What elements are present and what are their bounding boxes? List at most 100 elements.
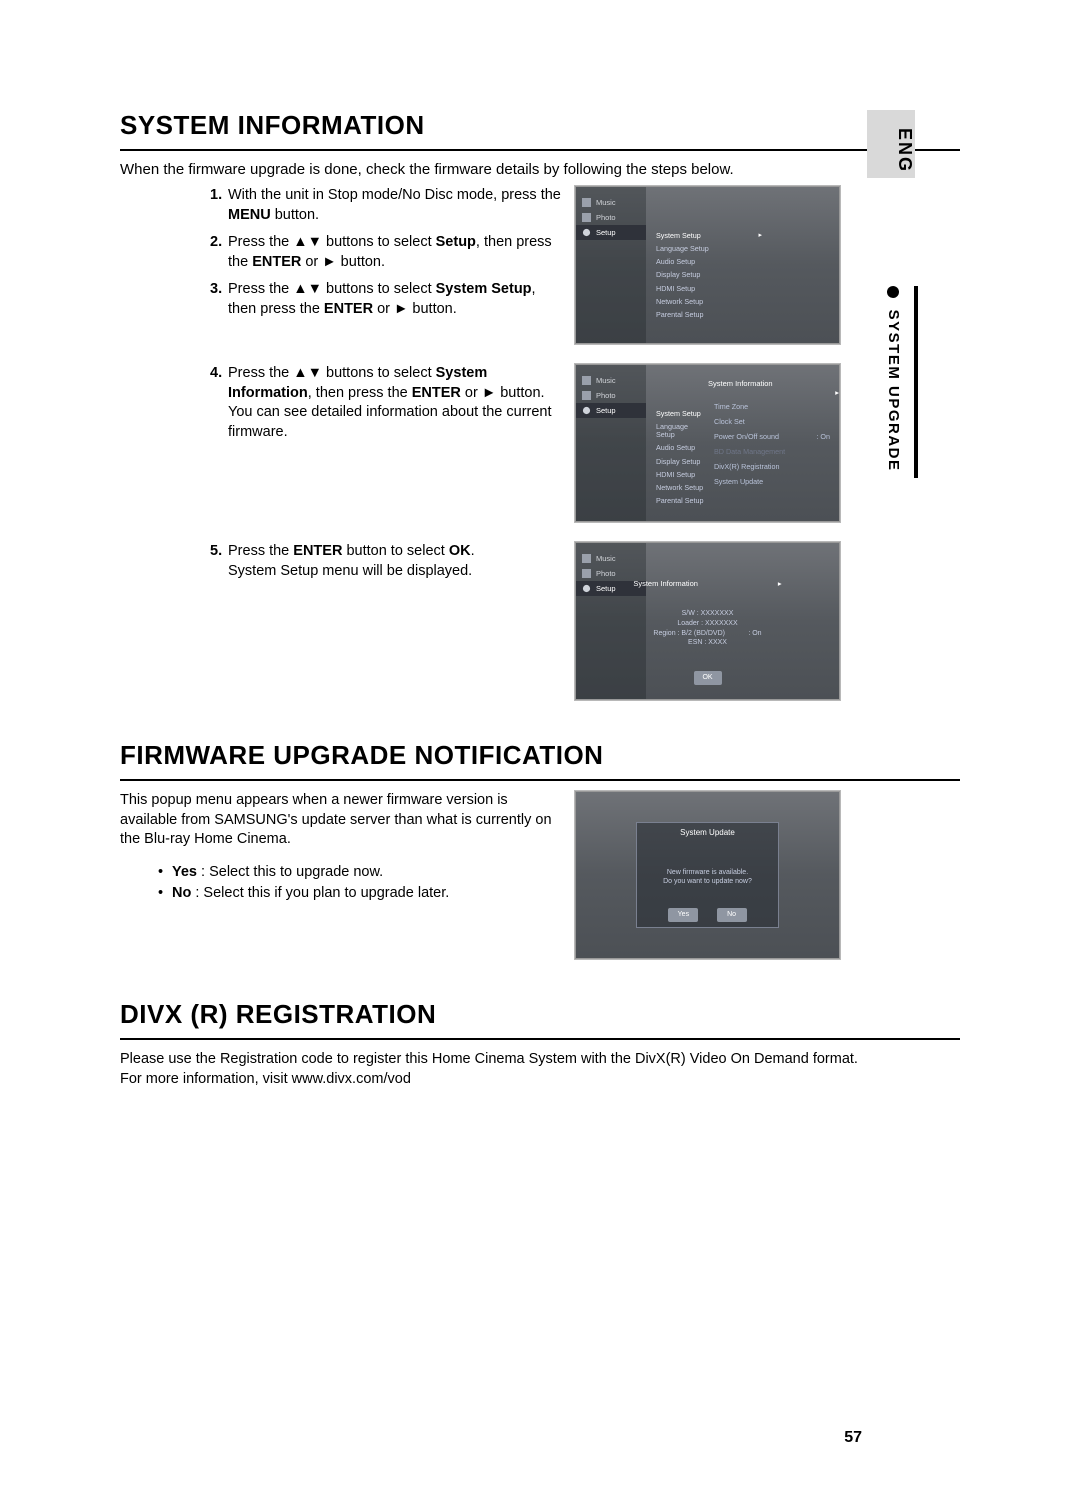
- t: OK: [449, 543, 471, 559]
- photo-icon: [582, 213, 591, 222]
- t: Region : B/2 (BD/DVD): [653, 630, 725, 637]
- step-5: 5. Press the ENTER button to select OK. …: [210, 542, 565, 581]
- screen-system-update: System Update New firmware is available.…: [575, 791, 840, 959]
- t: : On: [816, 432, 830, 441]
- t: DivX(R) Registration: [714, 462, 780, 471]
- t: Photo: [596, 213, 616, 222]
- opt-power-sound: Power On/Off sound: On: [708, 429, 836, 444]
- row-block-1: 1. With the unit in Stop mode/No Disc mo…: [120, 186, 960, 344]
- mi-language-setup: Language Setup: [650, 242, 768, 255]
- no-button[interactable]: No: [717, 908, 747, 922]
- t: Press the: [228, 281, 293, 297]
- setup-submenu: System Setup Language Setup Audio Setup …: [650, 407, 708, 508]
- side-bar: [914, 286, 918, 478]
- t: Press the: [228, 543, 293, 559]
- screen-setup-menu: Music Photo Setup System Setup Language …: [575, 186, 840, 344]
- mi-system-setup: System Setup: [650, 229, 768, 242]
- instruction-steps-3: 5. Press the ENTER button to select OK. …: [120, 542, 565, 581]
- mi-language-setup: Language Setup: [650, 420, 708, 442]
- firmware-para: This popup menu appears when a newer fir…: [120, 791, 565, 850]
- side-section-label: SYSTEM UPGRADE: [885, 286, 902, 472]
- mi-network-setup: Network Setup: [650, 295, 768, 308]
- t: New firmware is available.: [667, 869, 748, 876]
- step-4: 4. Press the ▲▼ buttons to select System…: [210, 364, 565, 442]
- t: or: [301, 254, 322, 270]
- t: ▲▼: [293, 281, 322, 297]
- t: ►: [322, 254, 336, 270]
- divx-para-1: Please use the Registration code to regi…: [120, 1050, 960, 1070]
- photo-icon: [582, 391, 591, 400]
- t: System Information: [633, 579, 698, 588]
- panel-header: System Information▸: [708, 379, 839, 397]
- t: Music: [596, 376, 616, 385]
- t: buttons to select: [322, 365, 436, 381]
- t: Press the: [228, 365, 293, 381]
- sb-photo: Photo: [576, 388, 646, 403]
- t: Photo: [596, 569, 616, 578]
- update-buttons: Yes No: [576, 908, 839, 922]
- t: .: [471, 543, 475, 559]
- t: ►: [394, 301, 408, 317]
- mi-display-setup: Display Setup: [650, 455, 708, 468]
- bullet-no: No : Select this if you plan to upgrade …: [158, 883, 565, 905]
- t: ▲▼: [293, 234, 322, 250]
- system-setup-options: Time Zone Clock Set Power On/Off sound: …: [708, 399, 836, 489]
- t: button.: [337, 254, 385, 270]
- t: ENTER: [324, 301, 373, 317]
- t: ENTER: [252, 254, 301, 270]
- t: Photo: [596, 391, 616, 400]
- screen-sidebar: Music Photo Setup: [576, 187, 646, 343]
- music-icon: [582, 376, 591, 385]
- screen-system-info: Music Photo Setup System Information▸ S/…: [575, 542, 840, 700]
- t: : Select this if you plan to upgrade lat…: [191, 885, 449, 901]
- music-icon: [582, 198, 591, 207]
- sysinfo-title: System Information ▸: [576, 579, 839, 588]
- mi-audio-setup: Audio Setup: [650, 442, 708, 455]
- firmware-bullets: Yes : Select this to upgrade now. No : S…: [158, 862, 565, 906]
- setup-submenu: System Setup Language Setup Audio Setup …: [650, 229, 768, 322]
- mi-audio-setup: Audio Setup: [650, 256, 768, 269]
- sb-setup: Setup: [576, 225, 646, 240]
- t: Music: [596, 198, 616, 207]
- yes-button[interactable]: Yes: [668, 908, 698, 922]
- t: button to select: [342, 543, 448, 559]
- bullet-icon: [887, 286, 899, 298]
- t: BD Data Management: [714, 447, 785, 456]
- ok-button[interactable]: OK: [694, 671, 722, 685]
- sb-music: Music: [576, 373, 646, 388]
- t: : Select this to upgrade now.: [197, 864, 383, 880]
- mi-hdmi-setup: HDMI Setup: [650, 468, 708, 481]
- photo-icon: [582, 569, 591, 578]
- section-title-system-info: SYSTEM INFORMATION: [120, 110, 960, 141]
- update-message: New firmware is available. Do you want t…: [576, 868, 839, 887]
- t: No: [172, 885, 191, 901]
- row-firmware: This popup menu appears when a newer fir…: [120, 791, 960, 959]
- bullet-yes: Yes : Select this to upgrade now.: [158, 862, 565, 884]
- t: button.: [408, 301, 456, 317]
- mi-network-setup: Network Setup: [650, 482, 708, 495]
- row-block-2: 4. Press the ▲▼ buttons to select System…: [120, 364, 960, 522]
- sb-setup: Setup: [576, 403, 646, 418]
- rule: [120, 1038, 960, 1040]
- rule: [120, 779, 960, 781]
- step-3: 3. Press the ▲▼ buttons to select System…: [210, 280, 565, 319]
- mi-parental-setup: Parental Setup: [650, 495, 708, 508]
- music-icon: [582, 554, 591, 563]
- t: button.: [496, 385, 544, 401]
- mi-parental-setup: Parental Setup: [650, 309, 768, 322]
- t: buttons to select: [322, 234, 436, 250]
- chevron-right-icon: ▸: [778, 579, 782, 588]
- t: Time Zone: [714, 402, 748, 411]
- instruction-steps-1: 1. With the unit in Stop mode/No Disc mo…: [120, 186, 565, 319]
- t: Clock Set: [714, 417, 745, 426]
- update-title: System Update: [576, 828, 839, 837]
- sb-photo: Photo: [576, 210, 646, 225]
- t: , then press the: [308, 385, 412, 401]
- t: System Update: [714, 477, 763, 486]
- screen-sidebar: Music Photo Setup: [576, 365, 646, 521]
- t: Setup: [596, 406, 616, 415]
- t: ►: [482, 385, 496, 401]
- sb-music: Music: [576, 551, 646, 566]
- page-number: 57: [844, 1429, 862, 1447]
- t: MENU: [228, 207, 271, 223]
